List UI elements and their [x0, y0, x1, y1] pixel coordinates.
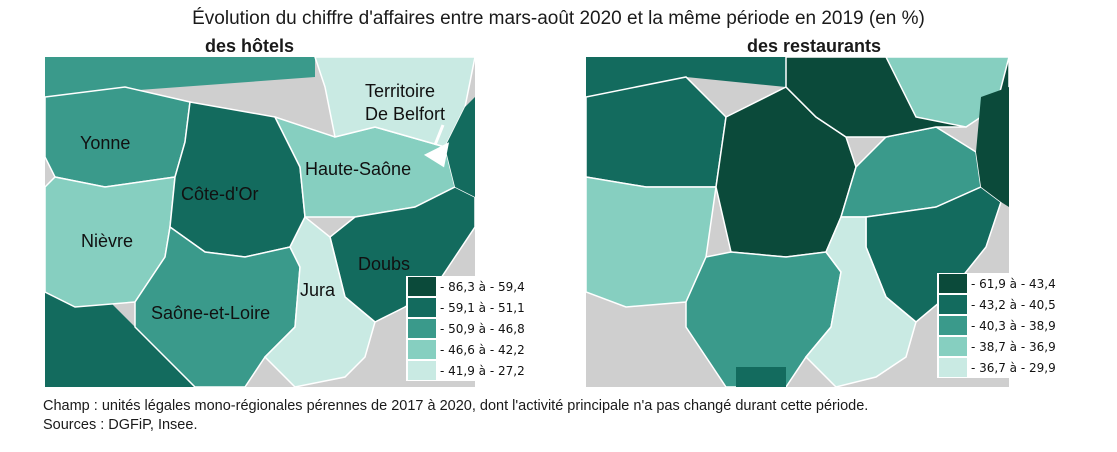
region-territoire-de-belfort	[314, 57, 475, 148]
footnote-sources: Sources : DGFiP, Insee.	[43, 417, 198, 433]
restaurants-legend: - 61,9 à - 43,4 - 43,2 à - 40,5 - 40,3 à…	[937, 273, 1056, 378]
legend-item: - 43,2 à - 40,5	[937, 294, 1056, 315]
legend-item: - 41,9 à - 27,2	[406, 360, 525, 381]
neighbour-southwest	[45, 287, 195, 387]
legend-label: - 86,3 à - 59,4	[440, 279, 525, 294]
legend-swatch	[939, 337, 967, 356]
hotels-legend: - 86,3 à - 59,4 - 59,1 à - 51,1 - 50,9 à…	[406, 276, 525, 381]
label-yonne: Yonne	[80, 133, 131, 153]
legend-swatch	[408, 319, 436, 338]
legend-label: - 50,9 à - 46,8	[440, 321, 525, 336]
legend-item: - 61,9 à - 43,4	[937, 273, 1056, 294]
legend-swatch	[939, 295, 967, 314]
legend-label: - 41,9 à - 27,2	[440, 363, 525, 378]
neighbour-north	[45, 57, 315, 97]
legend-item: - 86,3 à - 59,4	[406, 276, 525, 297]
legend-item: - 38,7 à - 36,9	[937, 336, 1056, 357]
footnote-champ: Champ : unités légales mono-régionales p…	[43, 398, 869, 414]
legend-label: - 61,9 à - 43,4	[971, 276, 1056, 291]
hotels-subtitle: des hôtels	[205, 36, 295, 56]
legend-item: - 46,6 à - 42,2	[406, 339, 525, 360]
legend-label: - 40,3 à - 38,9	[971, 318, 1056, 333]
legend-swatch	[408, 361, 436, 380]
legend-item: - 40,3 à - 38,9	[937, 315, 1056, 336]
hotels-map: Yonne Côte-d'Or Nièvre Saône-et-Loire Ju…	[45, 57, 475, 387]
label-cote-dor: Côte-d'Or	[181, 184, 259, 204]
neighbour-northeast	[976, 87, 1009, 207]
pointer-arrow	[423, 124, 450, 168]
label-jura: Jura	[300, 280, 336, 300]
neighbour-south	[736, 367, 786, 387]
restaurants-subtitle: des restaurants	[747, 36, 882, 56]
legend-item: - 59,1 à - 51,1	[406, 297, 525, 318]
region-jura	[263, 215, 376, 387]
legend-swatch	[939, 274, 967, 293]
label-saone-et-loire: Saône-et-Loire	[151, 303, 271, 323]
neighbour-northeast	[445, 97, 475, 197]
legend-item: - 50,9 à - 46,8	[406, 318, 525, 339]
label-territoire-line1: Territoire	[365, 81, 436, 101]
legend-label: - 36,7 à - 29,9	[971, 360, 1056, 375]
legend-swatch	[939, 358, 967, 377]
label-haute-saone: Haute-Saône	[305, 159, 412, 179]
label-territoire-line2: De Belfort	[365, 104, 446, 124]
legend-item: - 36,7 à - 29,9	[937, 357, 1056, 378]
legend-swatch	[408, 340, 436, 359]
legend-swatch	[408, 277, 436, 296]
legend-swatch	[408, 298, 436, 317]
legend-label: - 38,7 à - 36,9	[971, 339, 1056, 354]
legend-swatch	[939, 316, 967, 335]
legend-label: - 46,6 à - 42,2	[440, 342, 525, 357]
legend-label: - 59,1 à - 51,1	[440, 300, 525, 315]
label-doubs: Doubs	[358, 254, 411, 274]
legend-label: - 43,2 à - 40,5	[971, 297, 1056, 312]
region-jura	[804, 216, 917, 387]
figure-title: Évolution du chiffre d'affaires entre ma…	[192, 8, 925, 29]
label-nievre: Nièvre	[81, 231, 134, 251]
